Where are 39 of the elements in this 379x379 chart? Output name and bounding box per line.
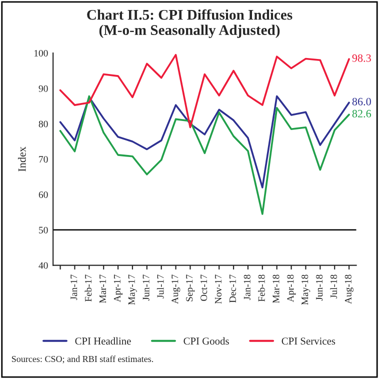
x-tick-label: Jun-18 (316, 274, 323, 301)
y-tick-label: 40 (38, 262, 48, 269)
x-tick-label: Mar-18 (272, 274, 280, 304)
x-tick-label: Jan-17 (70, 274, 78, 300)
y-tick-label: 50 (39, 226, 48, 234)
y-axis-title: Index (18, 146, 26, 172)
x-tick-label: Dec-17 (229, 274, 236, 303)
data-label: 82.6 (352, 110, 372, 118)
x-tick-label: Sep-17 (186, 274, 195, 302)
x-tick-label: May-18 (302, 274, 310, 305)
y-tick-label: 70 (39, 156, 48, 163)
source-note: Sources: CSO; and RBI staff estimates. (12, 356, 154, 364)
y-tick-label: 90 (38, 85, 48, 92)
data-label: 98.3 (352, 54, 371, 62)
y-tick-label: 60 (38, 191, 48, 198)
x-tick-label: May-17 (128, 274, 137, 305)
y-tick-label: 100 (34, 50, 48, 57)
x-tick-label: Jun-17 (142, 274, 150, 301)
x-tick-label: Feb-17 (84, 274, 92, 302)
y-tick-label: 80 (38, 120, 48, 128)
legend-label: CPI Services (282, 338, 336, 345)
x-tick-label: Mar-17 (100, 274, 106, 304)
legend-label: CPI Goods (184, 337, 229, 345)
x-tick-label: Apr-18 (287, 274, 296, 302)
x-tick-label: Oct-17 (200, 274, 208, 301)
x-tick-label: Jul-18 (330, 274, 338, 298)
chart-title: Chart II.5: CPI Diffusion Indices (M-o-m Seasonally Adjusted) (87, 9, 292, 38)
x-tick-label: Jul-17 (156, 274, 164, 298)
data-label: 86.0 (352, 98, 371, 106)
line-series (59, 95, 350, 188)
x-tick-label: Aug-18 (344, 274, 354, 304)
x-tick-label: Aug-17 (172, 274, 180, 304)
legend-label: CPI Headline (75, 337, 131, 345)
line-series (59, 54, 350, 128)
x-tick-label: Nov-17 (215, 274, 222, 304)
x-tick-label: Apr-17 (114, 274, 122, 302)
x-tick-label: Feb-18 (258, 274, 265, 302)
x-tick-label: Jan-18 (244, 274, 250, 300)
line-series (59, 95, 350, 215)
